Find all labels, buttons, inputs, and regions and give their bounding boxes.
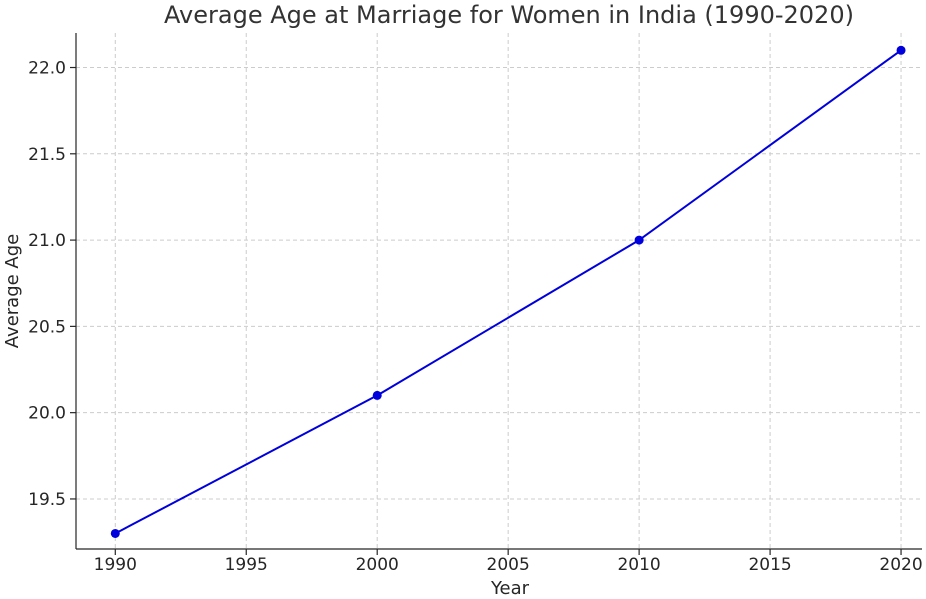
- y-tick-label: 21.5: [28, 145, 66, 165]
- x-axis-label: Year: [490, 578, 530, 599]
- axes: [75, 33, 922, 550]
- x-tick-label: 2015: [748, 555, 791, 575]
- y-tick-label: 20.0: [28, 404, 66, 424]
- data-point-marker: [372, 390, 382, 400]
- data-point-marker: [110, 528, 120, 538]
- series-layer: [110, 45, 906, 538]
- x-tick-label: 2020: [879, 555, 922, 575]
- grid-lines: [76, 33, 922, 549]
- x-tick-label: 1995: [225, 555, 268, 575]
- series-line: [114, 49, 902, 535]
- data-point-marker: [634, 235, 644, 245]
- y-tick-label: 22.0: [28, 59, 66, 79]
- y-tick-label: 21.0: [28, 231, 66, 251]
- y-tick-label: 19.5: [28, 490, 66, 510]
- chart-title: Average Age at Marriage for Women in Ind…: [164, 1, 854, 29]
- x-tick-label: 2010: [617, 555, 660, 575]
- x-tick-label: 1990: [94, 555, 137, 575]
- data-point-marker: [896, 45, 906, 55]
- x-tick-label: 2005: [487, 555, 530, 575]
- tick-marks: 1990 1995 2000 2005 2010 2015 2020 19.5 20.0 20.5…: [28, 59, 923, 575]
- y-axis-label: Average Age: [2, 234, 23, 348]
- x-tick-label: 2000: [356, 555, 399, 575]
- y-tick-label: 20.5: [28, 317, 66, 337]
